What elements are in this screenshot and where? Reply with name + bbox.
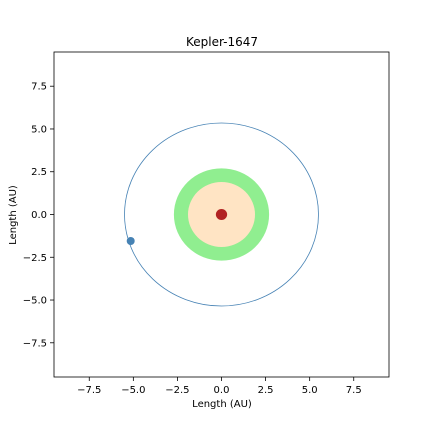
plot-frame <box>53 51 390 378</box>
x-axis-label: Length (AU) <box>192 399 252 410</box>
y-axis: −7.5 −5.0 −2.5 0.0 2.5 5.0 7.5 <box>23 82 54 349</box>
y-tick-label: 7.5 <box>31 82 47 93</box>
y-tick-label: 2.5 <box>31 167 47 178</box>
x-tick-label: −7.5 <box>77 385 101 396</box>
y-tick-label: −2.5 <box>23 253 47 264</box>
y-tick-label: −5.0 <box>23 296 47 307</box>
y-axis-label: Length (AU) <box>8 185 19 245</box>
plot-area <box>124 122 319 307</box>
y-tick-label: 0.0 <box>31 210 47 221</box>
orbit-path <box>124 122 319 307</box>
y-tick-label: −7.5 <box>23 338 47 349</box>
x-axis: −7.5 −5.0 −2.5 0.0 2.5 5.0 7.5 <box>77 377 362 396</box>
x-tick-label: 2.5 <box>258 385 274 396</box>
star-marker <box>215 209 228 220</box>
x-tick-label: 5.0 <box>302 385 318 396</box>
x-tick-label: −5.0 <box>121 385 145 396</box>
y-tick-label: 5.0 <box>31 124 47 135</box>
chart-title: Kepler-1647 <box>186 35 258 49</box>
planet-marker <box>126 237 135 246</box>
x-tick-label: −2.5 <box>165 385 189 396</box>
x-tick-label: 7.5 <box>346 385 362 396</box>
x-tick-label: 0.0 <box>214 385 230 396</box>
